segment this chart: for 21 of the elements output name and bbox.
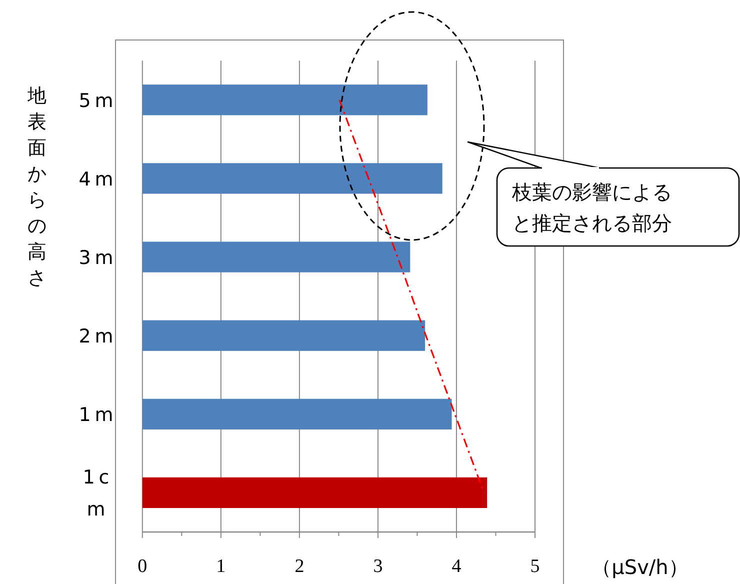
y-tick-label: 1cm bbox=[82, 466, 114, 521]
y-axis-title: 地表面からの高さ bbox=[26, 85, 46, 289]
y-tick-label: 4m bbox=[78, 168, 118, 190]
x-tick-label: 4 bbox=[452, 556, 462, 577]
x-tick-label: 5 bbox=[530, 556, 540, 577]
y-tick-label: 3m bbox=[78, 247, 118, 270]
x-tick-label: 1 bbox=[216, 556, 226, 577]
y-tick-label: 2m bbox=[78, 326, 118, 348]
x-tick-label: 0 bbox=[138, 556, 148, 577]
y-tick-label: 5m bbox=[78, 90, 118, 112]
bar bbox=[142, 398, 452, 430]
x-tick-label: 2 bbox=[294, 556, 304, 577]
bar bbox=[142, 477, 488, 508]
x-tick-label: 3 bbox=[373, 556, 383, 577]
x-axis-title: （μSv/h） bbox=[592, 555, 688, 579]
bar bbox=[142, 320, 426, 351]
y-tick-label: 1m bbox=[78, 404, 118, 426]
annotation: 枝葉の影響によると推定される部分 bbox=[511, 180, 672, 235]
bar bbox=[142, 84, 428, 116]
bar bbox=[142, 163, 442, 194]
bar bbox=[142, 242, 410, 272]
